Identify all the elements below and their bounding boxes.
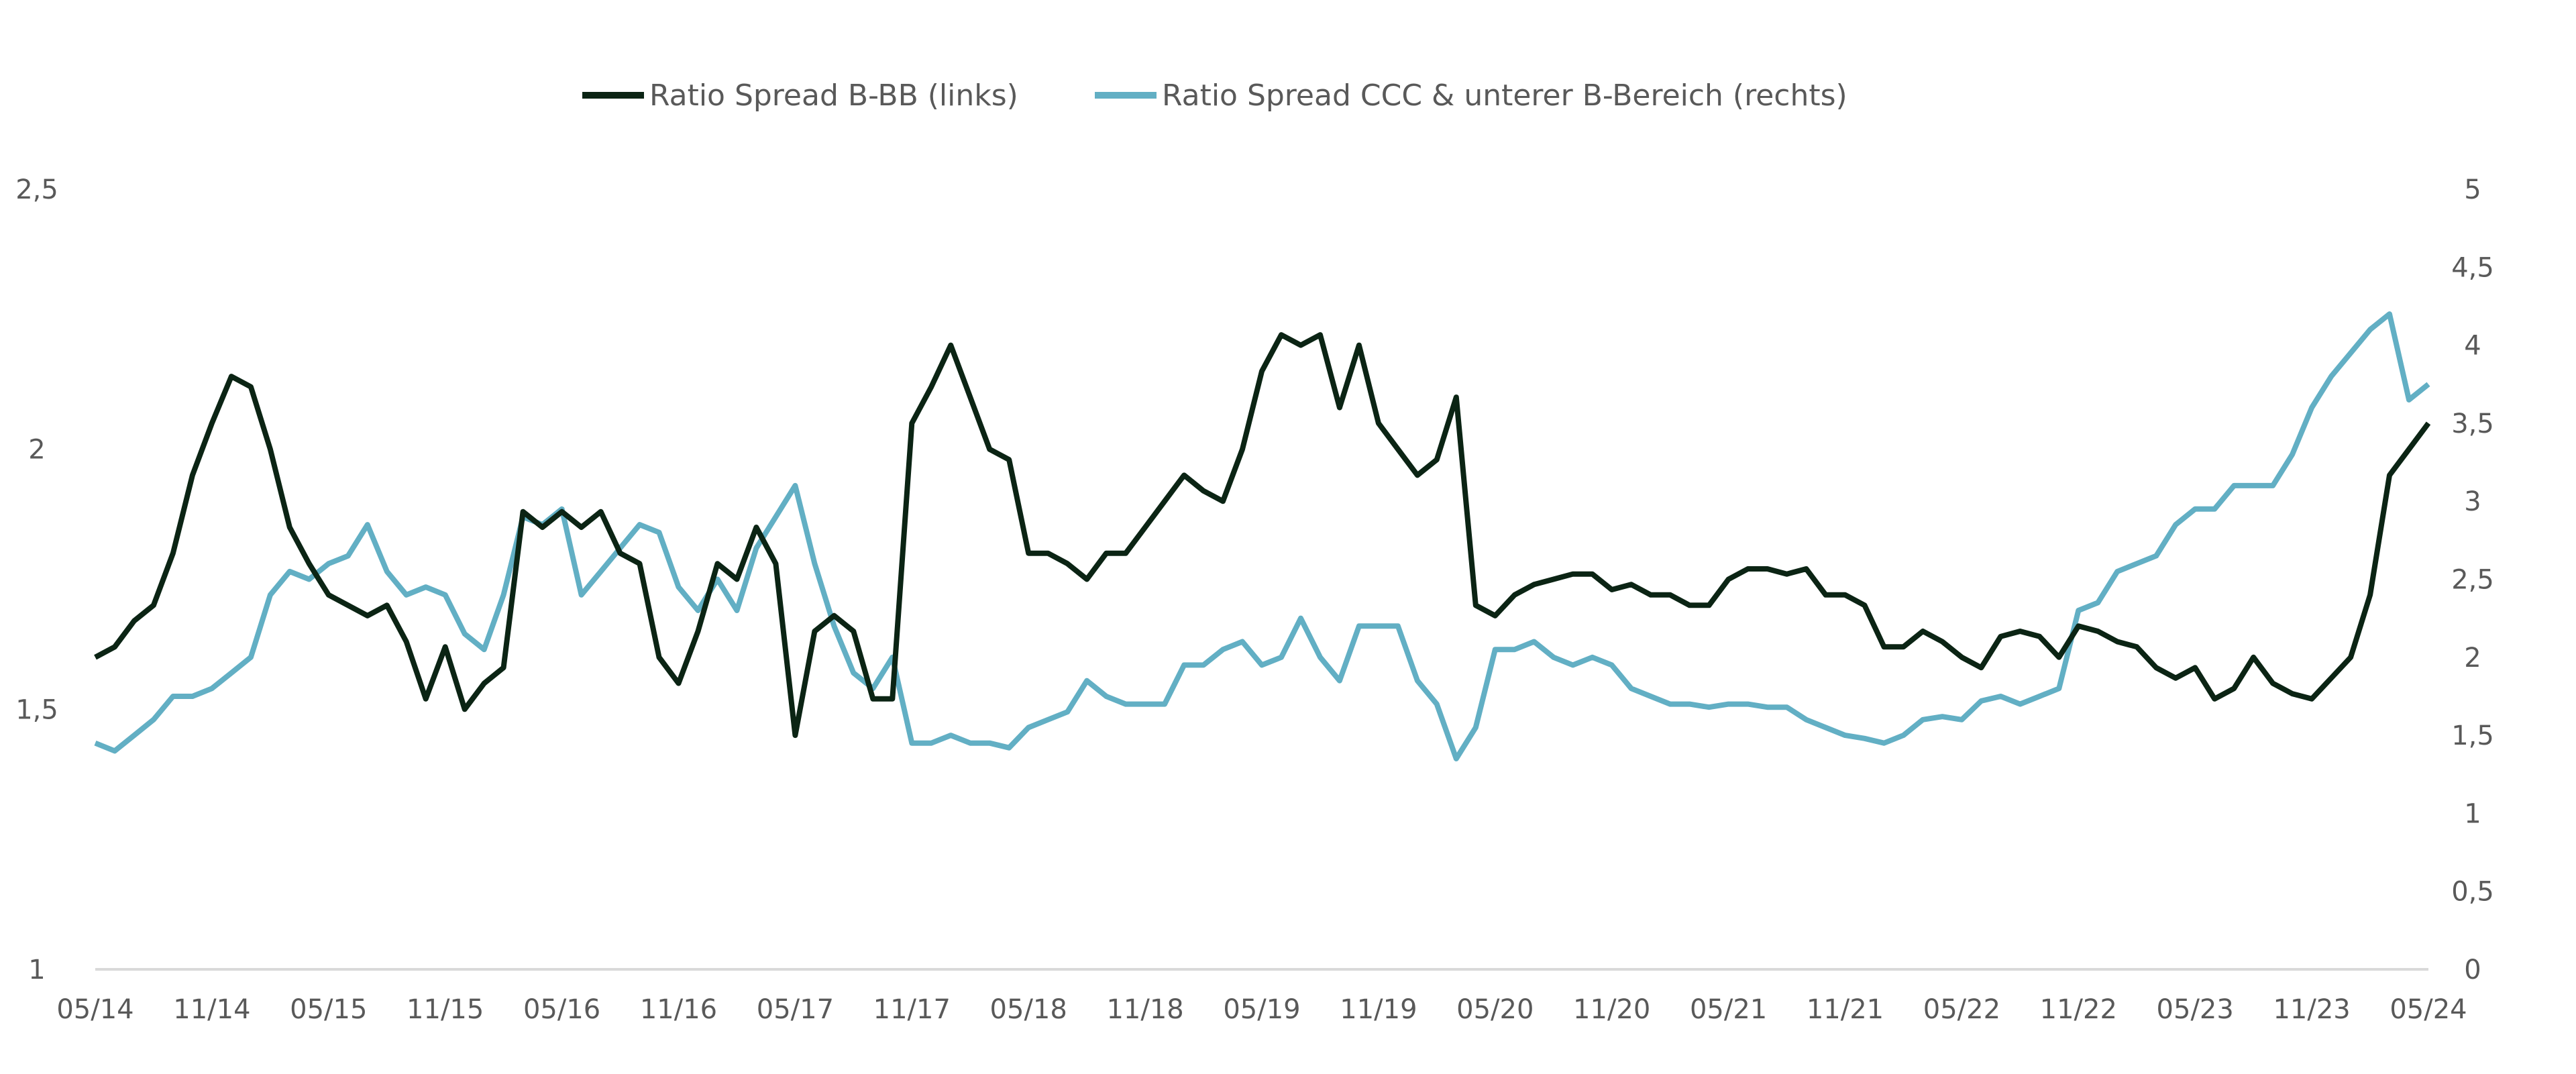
- y-axis-left: 1 1,5 2 2,5: [15, 174, 58, 985]
- series-line-ccc: [94, 311, 2430, 761]
- x-tick-label: 11/16: [640, 994, 717, 1025]
- x-tick-label: 05/20: [1456, 994, 1534, 1025]
- x-tick-label: 05/19: [1223, 994, 1300, 1025]
- legend-label-b-bb: Ratio Spread B-BB (links): [649, 78, 1018, 113]
- y-right-tick-label: 5: [2464, 174, 2481, 205]
- x-tick-label: 11/15: [407, 994, 484, 1025]
- y-right-tick-label: 2: [2464, 643, 2481, 674]
- x-axis-ticks: 05/14 11/14 05/15 11/15 05/16 11/16 05/17 11/17…: [56, 994, 2467, 1025]
- y-left-tick-label: 1,5: [15, 694, 58, 725]
- x-tick-label: 11/22: [2040, 994, 2117, 1025]
- y-right-tick-label: 0,5: [2451, 877, 2494, 908]
- y-right-tick-label: 3: [2464, 486, 2481, 517]
- x-tick-label: 05/17: [757, 994, 834, 1025]
- x-tick-label: 05/23: [2157, 994, 2234, 1025]
- x-tick-label: 05/22: [1923, 994, 2000, 1025]
- legend-label-ccc: Ratio Spread CCC & unterer B-Bereich (re…: [1162, 78, 1847, 113]
- x-tick-label: 11/21: [1807, 994, 1884, 1025]
- y-right-tick-label: 1,5: [2451, 720, 2494, 751]
- x-tick-label: 05/15: [290, 994, 367, 1025]
- series-group: [94, 311, 2431, 761]
- x-tick-label: 05/18: [990, 994, 1067, 1025]
- y-right-tick-label: 0: [2464, 955, 2481, 985]
- x-tick-label: 05/24: [2390, 994, 2467, 1025]
- y-left-tick-label: 2: [28, 435, 45, 466]
- y-right-tick-label: 2,5: [2451, 565, 2494, 596]
- x-tick-label: 11/17: [873, 994, 951, 1025]
- x-tick-label: 05/16: [523, 994, 600, 1025]
- x-tick-label: 11/20: [1573, 994, 1650, 1025]
- series-line-b-bb: [94, 332, 2431, 739]
- y-right-tick-label: 4: [2464, 331, 2481, 362]
- y-axis-right: 0 0,5 1 1,5 2 2,5 3 3,5 4 4,5 5: [2451, 174, 2494, 985]
- y-right-tick-label: 4,5: [2451, 252, 2494, 283]
- legend: Ratio Spread B-BB (links) Ratio Spread C…: [582, 78, 1847, 113]
- x-tick-label: 05/14: [56, 994, 133, 1025]
- x-tick-label: 11/19: [1340, 994, 1417, 1025]
- x-tick-label: 11/18: [1106, 994, 1183, 1025]
- x-tick-label: 11/23: [2273, 994, 2350, 1025]
- y-right-tick-label: 3,5: [2451, 409, 2494, 439]
- y-right-tick-label: 1: [2464, 798, 2481, 829]
- y-left-tick-label: 2,5: [15, 174, 58, 205]
- x-tick-label: 11/14: [173, 994, 250, 1025]
- y-left-tick-label: 1: [28, 955, 45, 985]
- x-tick-label: 05/21: [1690, 994, 1767, 1025]
